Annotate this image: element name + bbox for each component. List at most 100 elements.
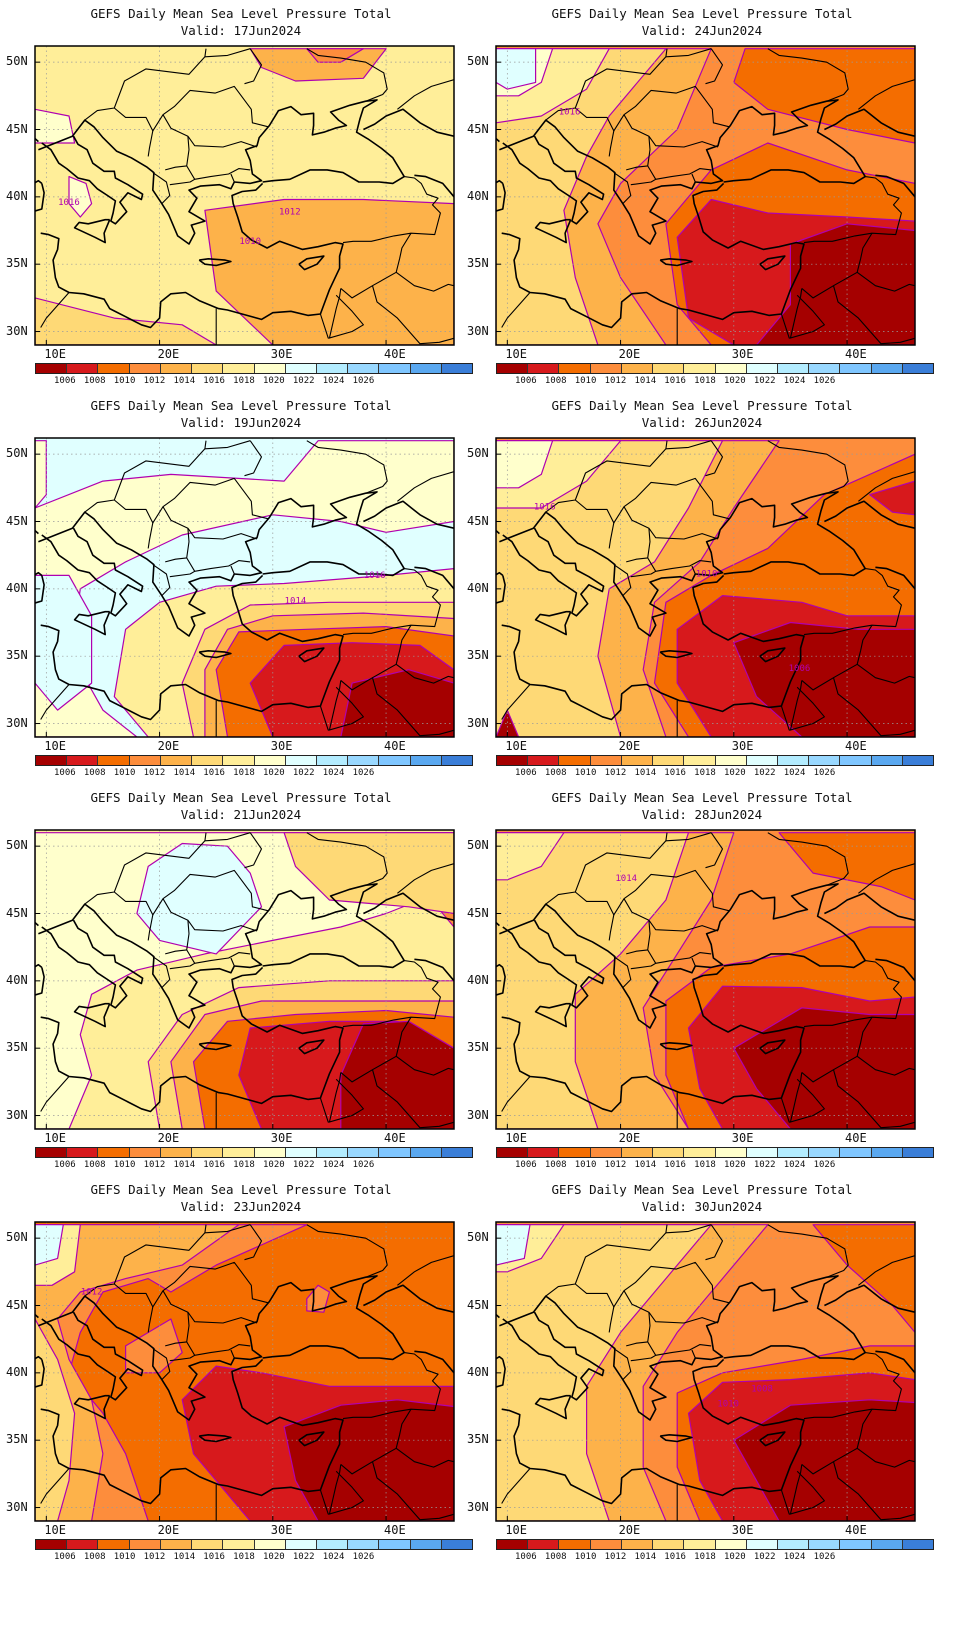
country-border xyxy=(691,173,696,183)
coastline xyxy=(363,108,454,137)
country-border xyxy=(204,48,251,58)
colorbar-swatch xyxy=(559,364,591,373)
colorbar-label: 1008 xyxy=(544,1160,567,1170)
colorbar-swatch xyxy=(98,364,130,373)
pressure-contour-region xyxy=(35,108,76,144)
country-border xyxy=(371,1069,454,1129)
colorbar-label: 1016 xyxy=(203,768,225,778)
coastline xyxy=(35,1355,45,1388)
coastline xyxy=(298,255,325,271)
colorbar-label: 1026 xyxy=(813,376,836,386)
lon-label: 40E xyxy=(845,1131,867,1145)
map-panel-17Jun2024: GEFS Daily Mean Sea Level Pressure Total… xyxy=(0,0,482,410)
contour-label: 1014 xyxy=(285,597,307,607)
coastline xyxy=(298,1431,325,1447)
colorbar-swatch xyxy=(621,364,654,373)
coastline xyxy=(824,108,915,137)
colorbar-swatch xyxy=(715,1540,747,1549)
lat-label: 35N xyxy=(467,256,489,271)
colorbar-swatch xyxy=(223,1148,255,1157)
map-frame xyxy=(495,829,916,1130)
colorbar-label: 1008 xyxy=(544,1552,567,1562)
coastline xyxy=(501,966,805,1113)
colorbar-label: 1008 xyxy=(83,1552,106,1562)
colorbar-label: 1018 xyxy=(233,768,255,778)
coastline xyxy=(824,500,915,529)
lat-label: 40N xyxy=(467,1364,489,1379)
colorbar-swatch xyxy=(441,1540,473,1549)
colorbar-swatch xyxy=(653,1148,685,1157)
country-border xyxy=(152,956,171,988)
colorbar xyxy=(35,1147,473,1158)
coastline xyxy=(659,649,693,659)
colorbar-swatch xyxy=(715,364,747,373)
country-border xyxy=(147,1306,154,1333)
map-panel-19Jun2024: GEFS Daily Mean Sea Level Pressure Total… xyxy=(0,392,482,802)
colorbar-label: 1020 xyxy=(724,376,746,386)
colorbar-swatch xyxy=(254,756,286,765)
country-border xyxy=(147,130,154,157)
colorbar xyxy=(35,363,473,374)
contour-label: 1012 xyxy=(81,1288,103,1298)
colorbar-label: 1026 xyxy=(813,768,836,778)
pressure-contour-region xyxy=(35,1318,76,1521)
coastline xyxy=(35,571,45,604)
panel-valid-date: Valid: 21Jun2024 xyxy=(180,807,302,822)
country-border xyxy=(371,1461,454,1521)
country-border xyxy=(856,271,915,292)
colorbar-label: 1022 xyxy=(753,376,776,386)
colorbar-swatch xyxy=(715,756,747,765)
country-border xyxy=(767,1224,849,1278)
contour-label: 1010 xyxy=(717,1400,739,1410)
colorbar-swatch xyxy=(528,1540,560,1549)
country-border xyxy=(306,1224,388,1278)
colorbar-swatch xyxy=(129,1148,161,1157)
colorbar-swatch xyxy=(871,364,903,373)
pressure-contour-region xyxy=(136,842,263,955)
colorbar-label: 1006 xyxy=(515,1552,537,1562)
colorbar-swatch xyxy=(840,1540,872,1549)
coastline xyxy=(73,1394,111,1420)
country-border xyxy=(858,471,915,502)
country-border xyxy=(501,684,531,720)
lat-label: 40N xyxy=(6,1364,28,1379)
colorbar-swatch xyxy=(254,1148,286,1157)
country-border xyxy=(230,957,235,967)
contour-label: 1014 xyxy=(615,874,637,884)
colorbar-label: 1018 xyxy=(233,1160,255,1170)
map-frame xyxy=(34,45,455,346)
coastline xyxy=(38,883,406,1029)
country-border xyxy=(40,1468,70,1504)
colorbar-label: 1026 xyxy=(352,1160,375,1170)
colorbar-swatch xyxy=(285,1540,317,1549)
country-border xyxy=(665,48,712,58)
country-border xyxy=(342,960,441,1028)
country-border xyxy=(856,1447,915,1468)
country-border xyxy=(647,528,712,572)
country-border xyxy=(342,1352,441,1420)
pressure-contour-region xyxy=(124,1318,183,1374)
country-border xyxy=(691,1349,696,1359)
country-border xyxy=(501,1076,531,1112)
colorbar-label: 1014 xyxy=(173,768,196,778)
country-border xyxy=(397,1255,454,1286)
colorbar-swatch xyxy=(223,756,255,765)
panel-valid-date: Valid: 28Jun2024 xyxy=(641,807,763,822)
lat-label: 45N xyxy=(467,1297,489,1312)
country-border xyxy=(789,1072,803,1123)
colorbar-label: 1014 xyxy=(173,1552,196,1562)
lat-label: 35N xyxy=(467,1040,489,1055)
country-border xyxy=(40,1076,70,1112)
coastline xyxy=(414,1350,454,1374)
country-border xyxy=(152,172,171,204)
country-border xyxy=(501,292,531,328)
coastline xyxy=(875,958,915,982)
colorbar-swatch xyxy=(684,364,716,373)
country-border xyxy=(705,48,724,85)
country-border xyxy=(858,79,915,110)
country-border xyxy=(371,285,454,345)
country-border xyxy=(613,956,632,988)
contour-label: 1008 xyxy=(751,1385,773,1395)
colorbar-label: 1006 xyxy=(515,1160,537,1170)
